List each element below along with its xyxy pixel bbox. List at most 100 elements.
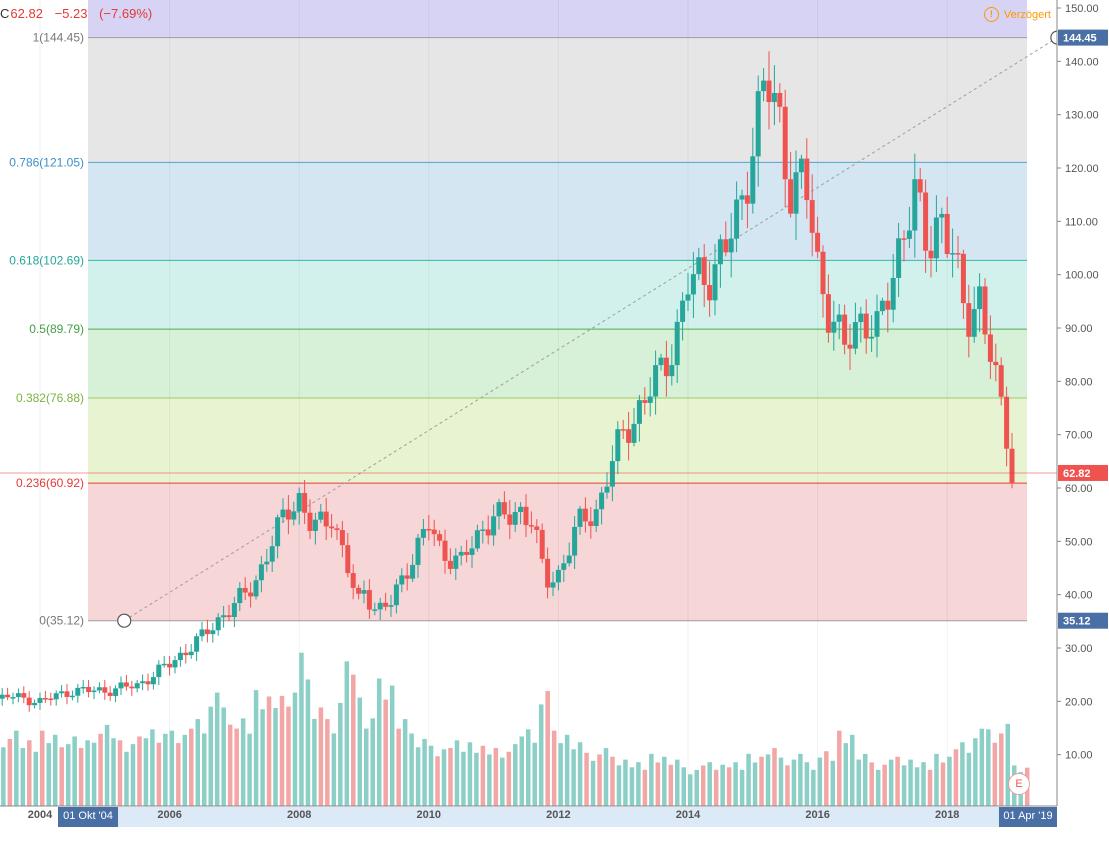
volume-bar: [78, 747, 84, 806]
candle-body: [707, 285, 713, 301]
time-tick-label: 2006: [157, 809, 181, 821]
volume-bar: [247, 733, 252, 806]
candle-body: [809, 200, 815, 233]
candle-body: [582, 508, 588, 522]
candle-body: [150, 677, 156, 685]
volume-bar: [292, 692, 298, 806]
candle-body: [998, 365, 1004, 397]
volume-bar: [772, 748, 777, 806]
volume-bar: [875, 769, 881, 806]
time-badge-start: 01 Okt '04: [63, 810, 113, 822]
candle-body: [604, 486, 610, 493]
candle-body: [653, 365, 659, 397]
candle-body: [690, 274, 696, 295]
volume-bar: [351, 674, 356, 806]
candle-body: [285, 509, 291, 520]
candle-body: [280, 509, 286, 518]
candle-body: [410, 564, 416, 579]
volume-bar: [409, 733, 414, 806]
price-tick-label: 130.00: [1065, 110, 1099, 122]
candle-body: [566, 555, 572, 564]
volume-bar: [59, 747, 64, 806]
candle-body: [793, 172, 799, 214]
candle-body: [118, 682, 124, 689]
candle-body: [696, 257, 702, 275]
volume-bar: [130, 744, 136, 806]
candle-body: [393, 584, 399, 606]
candle-body: [1009, 448, 1015, 484]
candle-body: [5, 694, 11, 698]
price-axis[interactable]: 10.00 20.00 30.00 40.00 50.00 60.00 70.00 80.00…: [1056, 0, 1109, 806]
gridlines: [39, 0, 948, 806]
candle-body: [318, 511, 324, 520]
volume-bar: [649, 753, 654, 806]
candle-body: [863, 313, 869, 339]
candle-body: [183, 652, 189, 656]
volume-bar: [325, 719, 330, 806]
price-tick-label: 80.00: [1065, 376, 1093, 388]
volume-bar: [441, 749, 447, 806]
symbol-prefix: C: [0, 6, 10, 21]
candle-body: [928, 250, 934, 259]
candle-body: [404, 575, 410, 579]
candle-body: [48, 698, 54, 701]
candle-body: [647, 396, 653, 403]
volume-bar: [312, 718, 317, 806]
volume-bar: [33, 751, 39, 806]
candle-body: [879, 300, 885, 312]
time-badge-end: 01 Apr '19: [1003, 810, 1052, 822]
volume-bar: [934, 753, 939, 806]
candle-body: [561, 563, 567, 570]
delayed-indicator[interactable]: ! Verzögert: [983, 7, 1051, 22]
candle-body: [782, 106, 788, 180]
candle-body: [507, 514, 513, 525]
candle-body: [842, 314, 848, 345]
candle-body: [545, 558, 551, 588]
candle-body: [194, 636, 200, 652]
candle-body: [420, 528, 426, 538]
candles: [0, 51, 1015, 712]
candle-body: [123, 682, 129, 687]
candle-body: [199, 629, 205, 637]
price-tick-label: 100.00: [1065, 270, 1099, 282]
volume-bar: [532, 742, 537, 806]
volume-bar: [266, 696, 272, 806]
volume-bar: [571, 749, 576, 806]
candle-body: [32, 702, 38, 706]
info-circle-icon: !: [983, 7, 999, 22]
candle-body: [788, 179, 794, 214]
price-badge-high-bg: [1058, 29, 1108, 46]
fib-anchor-handle[interactable]: [117, 613, 132, 628]
volume-bar: [610, 756, 615, 806]
volume-bar: [415, 747, 421, 806]
candle-body: [242, 587, 248, 593]
candle-body: [933, 217, 939, 259]
volume-bar: [752, 762, 758, 806]
candle-body: [53, 693, 59, 700]
volume-bar: [240, 718, 246, 806]
volume-bar: [636, 762, 641, 806]
time-axis[interactable]: 2004200620082010201220142016201820062008…: [0, 805, 1109, 838]
fib-level-label: 0.382(76.88): [16, 391, 84, 405]
volume-bar: [72, 736, 77, 806]
earnings-badge[interactable]: E: [1008, 773, 1030, 795]
volume-bar: [467, 742, 473, 806]
candle-body: [339, 530, 345, 546]
candle-body: [804, 158, 810, 201]
candle-body: [307, 512, 313, 531]
volume-bar: [726, 767, 732, 806]
volume-bar: [143, 738, 149, 806]
volume-bar: [623, 759, 628, 806]
candle-body: [917, 179, 923, 193]
volume-bar: [765, 754, 771, 806]
volume-bar: [506, 751, 512, 806]
volume-bar: [40, 730, 45, 806]
volume-bar: [27, 740, 32, 806]
volume-bar: [694, 769, 699, 806]
volume-bar: [746, 753, 751, 806]
volume-bar: [454, 740, 460, 806]
price-tick-label: 40.00: [1065, 590, 1093, 602]
candle-body: [464, 551, 470, 555]
candle-body: [761, 80, 767, 92]
